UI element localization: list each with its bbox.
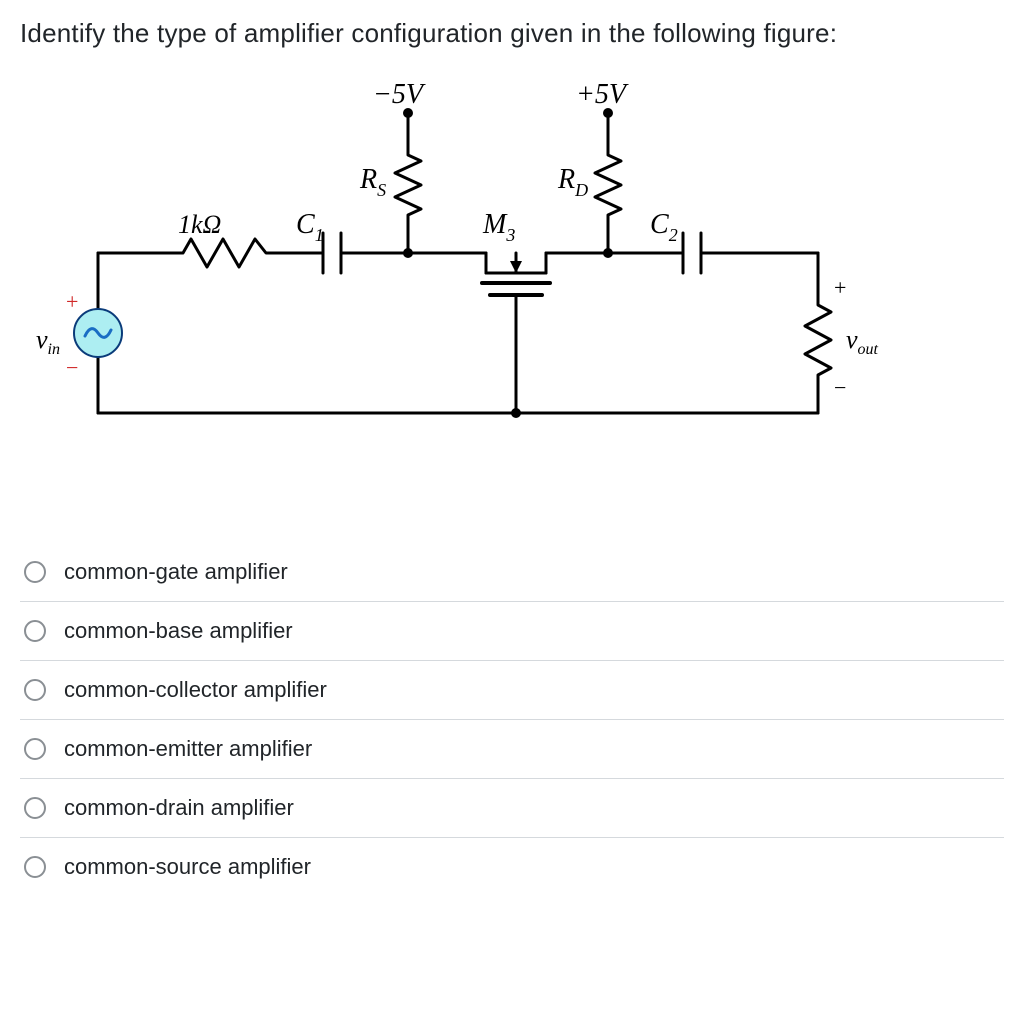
circuit-figure: −5V +5V RS RD 1kΩ C1 C2 M3 vin +: [20, 73, 1004, 503]
opt-ce[interactable]: common-emitter amplifier: [20, 720, 1004, 779]
question-text: Identify the type of amplifier configura…: [20, 18, 1004, 49]
opt-cc-label: common-collector amplifier: [64, 677, 327, 703]
opt-cg-radio[interactable]: [24, 561, 46, 583]
label-vin-minus: −: [66, 355, 78, 380]
circuit-svg: −5V +5V RS RD 1kΩ C1 C2 M3 vin +: [28, 73, 908, 503]
opt-cb-label: common-base amplifier: [64, 618, 293, 644]
label-vout: vout: [846, 325, 879, 358]
opt-cd-label: common-drain amplifier: [64, 795, 294, 821]
opt-cd-radio[interactable]: [24, 797, 46, 819]
label-vout-plus: +: [834, 275, 846, 300]
opt-cs-label: common-source amplifier: [64, 854, 311, 880]
opt-cs[interactable]: common-source amplifier: [20, 838, 1004, 896]
label-c1: C1: [296, 209, 324, 245]
label-pos5v: +5V: [576, 79, 629, 110]
label-vout-minus: −: [834, 375, 846, 400]
label-c2: C2: [650, 209, 678, 245]
opt-cg-label: common-gate amplifier: [64, 559, 288, 585]
opt-cb[interactable]: common-base amplifier: [20, 602, 1004, 661]
label-vin-plus: +: [66, 289, 78, 314]
label-m3: M3: [482, 209, 515, 245]
options-list: common-gate amplifier common-base amplifi…: [20, 543, 1004, 896]
opt-ce-radio[interactable]: [24, 738, 46, 760]
label-rd: RD: [557, 164, 588, 200]
opt-cs-radio[interactable]: [24, 856, 46, 878]
opt-cc[interactable]: common-collector amplifier: [20, 661, 1004, 720]
label-neg5v: −5V: [373, 79, 426, 110]
label-rs: RS: [359, 164, 386, 200]
opt-cb-radio[interactable]: [24, 620, 46, 642]
opt-cc-radio[interactable]: [24, 679, 46, 701]
opt-cg[interactable]: common-gate amplifier: [20, 543, 1004, 602]
opt-cd[interactable]: common-drain amplifier: [20, 779, 1004, 838]
label-1kohm: 1kΩ: [178, 210, 221, 239]
opt-ce-label: common-emitter amplifier: [64, 736, 312, 762]
label-vin: vin: [36, 325, 60, 358]
